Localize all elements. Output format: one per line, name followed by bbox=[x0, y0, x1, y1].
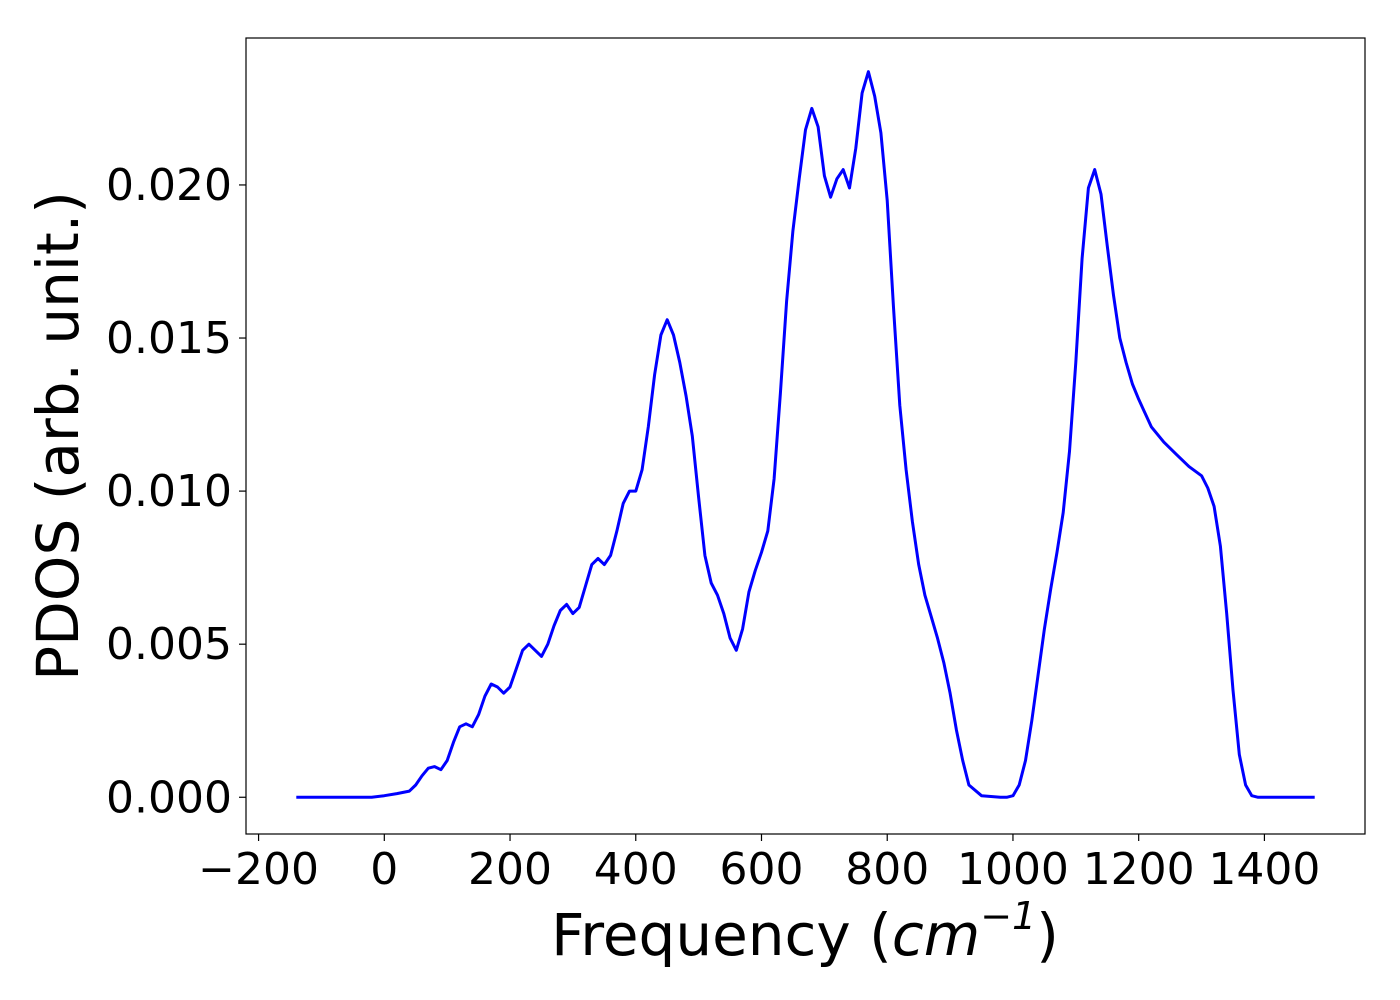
x-tick-label: 1200 bbox=[1083, 844, 1195, 895]
x-tick-label: −200 bbox=[198, 844, 319, 895]
series-line-0 bbox=[296, 70, 1315, 799]
x-axis-unit-exponent: −1 bbox=[980, 894, 1036, 938]
plot-frame bbox=[245, 37, 1366, 835]
x-tick-label: 600 bbox=[720, 844, 804, 895]
x-tick-label: 1000 bbox=[957, 844, 1069, 895]
y-tick-label: 0.015 bbox=[106, 313, 232, 364]
x-tick-label: 800 bbox=[845, 844, 929, 895]
x-axis-title: Frequency (cm−1) bbox=[551, 894, 1059, 969]
x-tick-label: 1400 bbox=[1208, 844, 1320, 895]
y-tick-label: 0.000 bbox=[106, 772, 232, 823]
y-tick-label: 0.005 bbox=[106, 619, 232, 670]
x-axis-unit: cm bbox=[892, 901, 980, 969]
series-layer bbox=[296, 70, 1315, 799]
y-axis-title: PDOS (arb. unit.) bbox=[24, 191, 92, 681]
x-axis: −200 0 200 400 600 800 1000 1200 1400 bbox=[198, 834, 1320, 895]
x-tick-label: 0 bbox=[370, 844, 398, 895]
x-tick-label: 200 bbox=[468, 844, 552, 895]
y-axis: 0.000 0.005 0.010 0.015 0.020 bbox=[106, 160, 246, 823]
y-tick-label: 0.010 bbox=[106, 466, 232, 517]
y-tick-label: 0.020 bbox=[106, 160, 232, 211]
x-tick-label: 400 bbox=[594, 844, 678, 895]
